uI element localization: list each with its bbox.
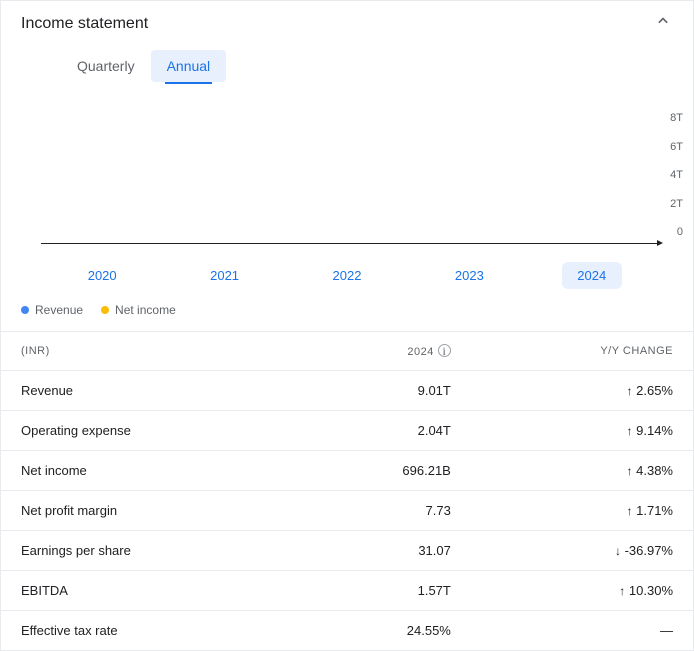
metric-label: Earnings per share: [1, 531, 296, 571]
ytick-label: 0: [677, 226, 683, 238]
period-tabs: Quarterly Annual: [1, 46, 693, 82]
income-statement-panel: Income statement Quarterly Annual 0 2T 4T 6…: [0, 0, 694, 651]
table-row: Operating expense2.04T↑ 9.14%: [1, 411, 693, 451]
chart-area: 0 2T 4T 6T 8T: [1, 82, 693, 252]
metric-value: 24.55%: [296, 611, 470, 651]
chart-legend: Revenue Net income: [1, 297, 693, 331]
panel-title: Income statement: [21, 15, 148, 33]
arrow-up-icon: ↑: [619, 584, 625, 598]
table-row: Net income696.21B↑ 4.38%: [1, 451, 693, 491]
tab-quarterly[interactable]: Quarterly: [61, 50, 151, 82]
metric-label: Net profit margin: [1, 491, 296, 531]
metric-value: 31.07: [296, 531, 470, 571]
chart-inner: 02T4T6T8T: [41, 102, 653, 244]
legend-dot-icon: [101, 306, 109, 314]
metric-change: ↑ 2.65%: [471, 371, 693, 411]
metric-value: 1.57T: [296, 571, 470, 611]
ytick-label: 6T: [670, 141, 683, 153]
metric-change: ↑ 10.30%: [471, 571, 693, 611]
ytick-label: 2T: [670, 198, 683, 210]
table-row: Net profit margin7.73↑ 1.71%: [1, 491, 693, 531]
table-head-year-text: 2024: [407, 346, 433, 358]
metric-change: ↓ -36.97%: [471, 531, 693, 571]
arrow-up-icon: ↑: [627, 384, 633, 398]
table-head-row: (INR) 2024 i Y/Y CHANGE: [1, 332, 693, 371]
legend-item: Net income: [101, 303, 176, 317]
collapse-icon[interactable]: [653, 11, 673, 36]
legend-dot-icon: [21, 306, 29, 314]
table-row: Revenue9.01T↑ 2.65%: [1, 371, 693, 411]
tab-annual[interactable]: Annual: [151, 50, 227, 82]
panel-header: Income statement: [1, 1, 693, 46]
table-row: Effective tax rate24.55%—: [1, 611, 693, 651]
metric-value: 9.01T: [296, 371, 470, 411]
chart-xaxis: 2020 2021 2022 2023 2024: [1, 252, 693, 297]
metric-change: ↑ 9.14%: [471, 411, 693, 451]
financials-table: (INR) 2024 i Y/Y CHANGE Revenue9.01T↑ 2.6…: [1, 331, 693, 650]
table-row: Earnings per share31.07↓ -36.97%: [1, 531, 693, 571]
ytick-label: 4T: [670, 169, 683, 181]
metric-label: EBITDA: [1, 571, 296, 611]
table-row: EBITDA1.57T↑ 10.30%: [1, 571, 693, 611]
metric-label: Effective tax rate: [1, 611, 296, 651]
chart-bar-groups: [41, 102, 653, 244]
metric-value: 2.04T: [296, 411, 470, 451]
metric-value: 696.21B: [296, 451, 470, 491]
metric-value: 7.73: [296, 491, 470, 531]
metric-label: Operating expense: [1, 411, 296, 451]
table-head-year: 2024 i: [296, 332, 470, 371]
table-head-change: Y/Y CHANGE: [471, 332, 693, 371]
table-body: Revenue9.01T↑ 2.65%Operating expense2.04…: [1, 371, 693, 651]
table-head-currency: (INR): [1, 332, 296, 371]
info-icon[interactable]: i: [438, 344, 451, 357]
xaxis-label[interactable]: 2022: [317, 262, 377, 289]
ytick-label: 8T: [670, 112, 683, 124]
arrow-up-icon: ↑: [627, 464, 633, 478]
metric-change: —: [471, 611, 693, 651]
arrow-up-icon: ↑: [627, 504, 633, 518]
xaxis-label[interactable]: 2024: [562, 262, 622, 289]
metric-label: Revenue: [1, 371, 296, 411]
metric-change: ↑ 4.38%: [471, 451, 693, 491]
xaxis-label[interactable]: 2020: [72, 262, 132, 289]
arrow-down-icon: ↓: [615, 544, 621, 558]
metric-change: ↑ 1.71%: [471, 491, 693, 531]
metric-label: Net income: [1, 451, 296, 491]
legend-label: Net income: [115, 303, 176, 317]
legend-label: Revenue: [35, 303, 83, 317]
xaxis-label[interactable]: 2023: [439, 262, 499, 289]
xaxis-label[interactable]: 2021: [195, 262, 255, 289]
arrow-up-icon: ↑: [627, 424, 633, 438]
legend-item: Revenue: [21, 303, 83, 317]
